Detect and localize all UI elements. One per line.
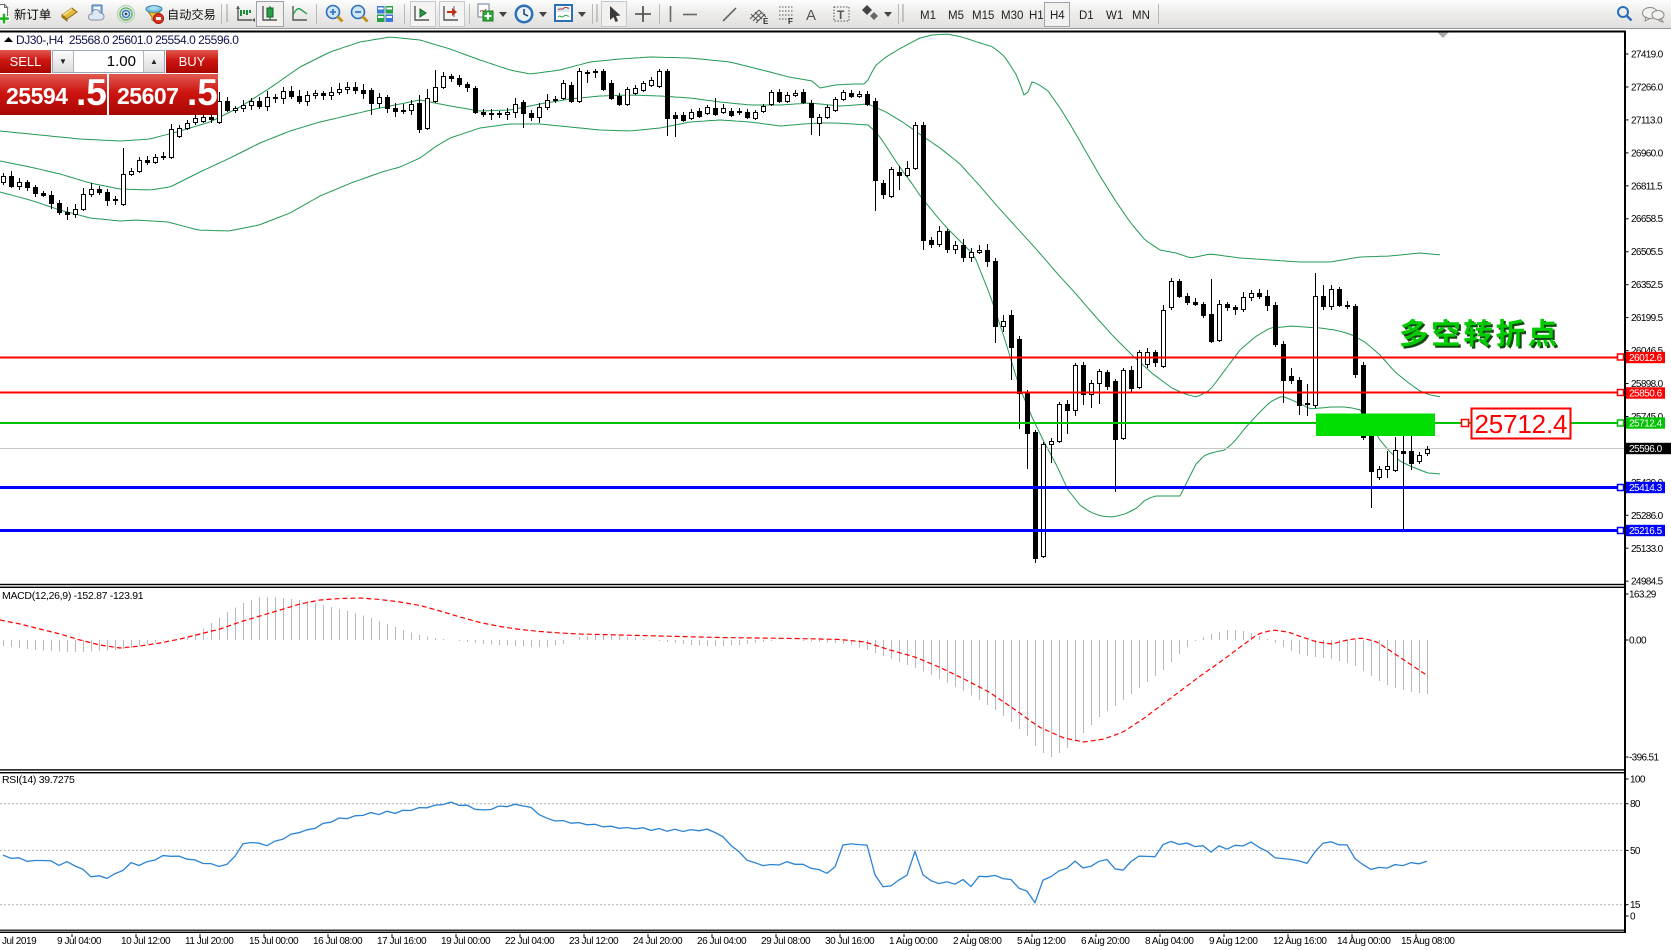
svg-text:26 Jul 04:00: 26 Jul 04:00 xyxy=(697,936,747,947)
svg-text:A: A xyxy=(806,7,816,24)
svg-text:M5: M5 xyxy=(948,10,964,22)
svg-text:26505.5: 26505.5 xyxy=(1631,247,1664,258)
svg-text:25414.3: 25414.3 xyxy=(1629,483,1663,494)
svg-text:26046.5: 26046.5 xyxy=(1631,346,1664,357)
svg-text:26199.5: 26199.5 xyxy=(1631,313,1664,324)
svg-text:14 Aug 00:00: 14 Aug 00:00 xyxy=(1337,936,1391,947)
svg-text:19 Jul 00:00: 19 Jul 00:00 xyxy=(441,936,491,947)
svg-text:25850.6: 25850.6 xyxy=(1629,389,1663,400)
svg-text:80: 80 xyxy=(1630,799,1641,810)
svg-text:17 Jul 16:00: 17 Jul 16:00 xyxy=(377,936,427,947)
svg-text:Jul 2019: Jul 2019 xyxy=(2,936,37,947)
svg-text:15: 15 xyxy=(1630,900,1641,911)
svg-text:25133.0: 25133.0 xyxy=(1631,544,1664,555)
svg-text:RSI(14) 39.7275: RSI(14) 39.7275 xyxy=(2,774,75,786)
svg-text:8 Aug 04:00: 8 Aug 04:00 xyxy=(1145,936,1194,947)
svg-text:30 Jul 16:00: 30 Jul 16:00 xyxy=(825,936,875,947)
svg-text:9 Aug 12:00: 9 Aug 12:00 xyxy=(1209,936,1258,947)
svg-text:15 Jul 00:00: 15 Jul 00:00 xyxy=(249,936,299,947)
svg-text:25712.4: 25712.4 xyxy=(1475,409,1568,439)
svg-text:15 Aug 08:00: 15 Aug 08:00 xyxy=(1401,936,1455,947)
svg-text:16 Jul 08:00: 16 Jul 08:00 xyxy=(313,936,363,947)
svg-text:H4: H4 xyxy=(1050,10,1065,22)
svg-text:100: 100 xyxy=(1630,775,1646,786)
svg-text:D1: D1 xyxy=(1079,10,1094,22)
svg-text:DJ30-,H4 25568.0 25601.0 2555: DJ30-,H4 25568.0 25601.0 25554.0 25596.0 xyxy=(16,33,239,47)
svg-text:26012.6: 26012.6 xyxy=(1629,353,1663,364)
svg-text:29 Jul 08:00: 29 Jul 08:00 xyxy=(761,936,811,947)
svg-text:25286.0: 25286.0 xyxy=(1631,511,1664,522)
svg-text:M1: M1 xyxy=(920,10,936,22)
svg-text:-396.51: -396.51 xyxy=(1629,753,1659,764)
svg-text:50: 50 xyxy=(1630,846,1641,857)
svg-text:F: F xyxy=(788,17,793,26)
svg-text:0: 0 xyxy=(1630,912,1636,923)
svg-text:24 Jul 20:00: 24 Jul 20:00 xyxy=(633,936,683,947)
svg-text:6 Aug 20:00: 6 Aug 20:00 xyxy=(1081,936,1130,947)
svg-text:26658.5: 26658.5 xyxy=(1631,214,1664,225)
svg-text:1 Aug 00:00: 1 Aug 00:00 xyxy=(889,936,938,947)
svg-text:MACD(12,26,9) -152.87 -123.91: MACD(12,26,9) -152.87 -123.91 xyxy=(2,590,144,602)
svg-text:26960.0: 26960.0 xyxy=(1631,148,1664,159)
svg-text:26352.5: 26352.5 xyxy=(1631,280,1664,291)
svg-text:W1: W1 xyxy=(1106,10,1123,22)
svg-text:24984.5: 24984.5 xyxy=(1631,577,1664,588)
svg-text:26811.5: 26811.5 xyxy=(1631,181,1663,192)
svg-text:M30: M30 xyxy=(1001,10,1023,22)
svg-text:27419.0: 27419.0 xyxy=(1631,50,1664,61)
svg-text:2 Aug 08:00: 2 Aug 08:00 xyxy=(953,936,1002,947)
svg-text:27113.0: 27113.0 xyxy=(1631,115,1663,126)
svg-text:9 Jul 04:00: 9 Jul 04:00 xyxy=(57,936,102,947)
svg-text:25596.0: 25596.0 xyxy=(1629,444,1663,455)
svg-text:MN: MN xyxy=(1132,10,1150,22)
svg-text:M15: M15 xyxy=(972,10,994,22)
svg-text:25712.4: 25712.4 xyxy=(1629,419,1663,430)
svg-text:E: E xyxy=(763,17,769,26)
svg-text:23 Jul 12:00: 23 Jul 12:00 xyxy=(569,936,619,947)
svg-text:H1: H1 xyxy=(1029,10,1044,22)
svg-text:T: T xyxy=(837,8,845,22)
svg-text:27266.0: 27266.0 xyxy=(1631,83,1664,94)
svg-text:12 Aug 16:00: 12 Aug 16:00 xyxy=(1273,936,1327,947)
svg-text:10 Jul 12:00: 10 Jul 12:00 xyxy=(121,936,171,947)
svg-text:163.29: 163.29 xyxy=(1629,590,1657,601)
svg-text:25216.5: 25216.5 xyxy=(1629,526,1663,537)
svg-text:22 Jul 04:00: 22 Jul 04:00 xyxy=(505,936,555,947)
svg-text:0.00: 0.00 xyxy=(1629,636,1647,647)
svg-text:25898.0: 25898.0 xyxy=(1631,379,1664,390)
svg-text:5 Aug 12:00: 5 Aug 12:00 xyxy=(1017,936,1066,947)
svg-text:11 Jul 20:00: 11 Jul 20:00 xyxy=(185,936,234,947)
